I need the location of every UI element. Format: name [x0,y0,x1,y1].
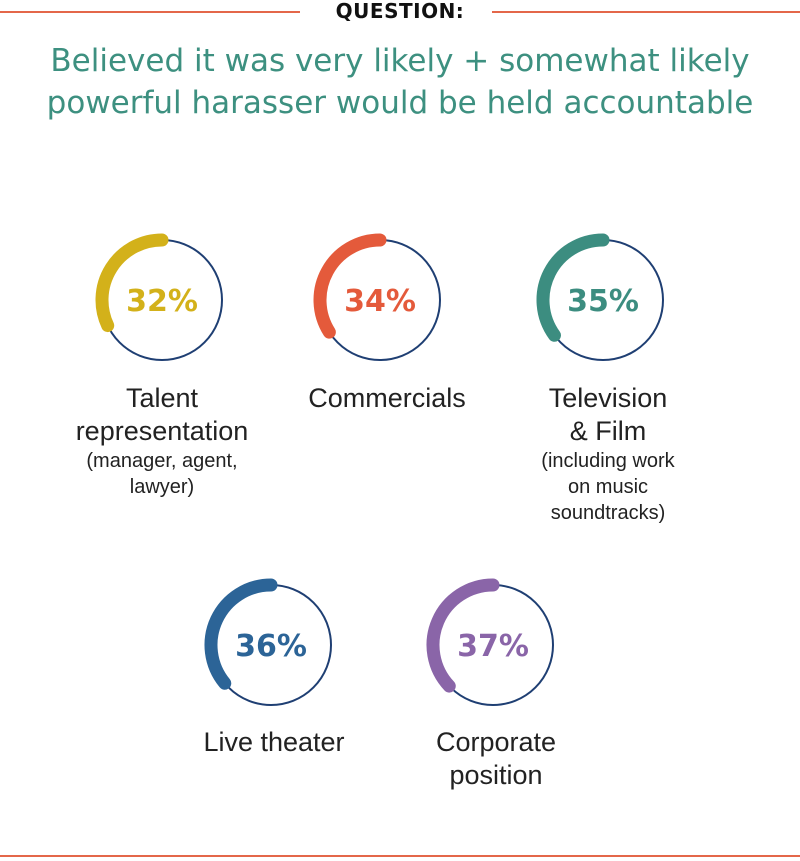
label-talent: Talent representation (manager, agent, l… [42,382,282,500]
donut-arc-theater [204,578,278,690]
sublabel-television-line-2: on music [567,476,649,498]
sublabel-television-line-3: soundtracks) [550,502,666,524]
donut-talent: 32% [95,233,223,361]
question-label: QUESTION: [335,0,465,23]
label-corporate-line-2: position [449,760,543,790]
sublabel-talent-line-2: lawyer) [129,476,195,498]
donut-value-talent: 32% [126,284,198,319]
donut-value-theater: 36% [235,629,307,664]
sublabel-talent-line-1: (manager, agent, [86,450,238,472]
donut-value-commercials: 34% [344,284,416,319]
label-commercials-line-1: Commercials [308,383,466,413]
chart-title: Believed it was very likely + somewhat l… [0,40,800,124]
donut-arc-talent [95,233,169,333]
label-talent-line-1: Talent [125,383,199,413]
donut-arc-corporate [426,578,500,693]
donut-value-television: 35% [567,284,639,319]
label-corporate: Corporate position [376,726,616,792]
label-talent-line-2: representation [75,416,249,446]
donut-television: 35% [536,233,664,361]
header-rule-left [0,11,300,13]
donut-corporate: 37% [426,578,554,706]
footer-rule [0,855,800,857]
donut-commercials: 34% [313,233,441,361]
label-television-line-2: & Film [569,416,647,446]
label-television: Television & Film (including work on mus… [488,382,728,526]
donut-arc-commercials [313,233,387,339]
label-television-line-1: Television [548,383,668,413]
title-line-1: Believed it was very likely + somewhat l… [50,43,750,79]
label-theater-line-1: Live theater [203,727,345,757]
title-line-2: powerful harasser would be held accounta… [46,85,754,121]
label-corporate-line-1: Corporate [435,727,557,757]
donut-arc-television [536,233,610,342]
header-rule-right [492,11,800,13]
label-commercials: Commercials [267,382,507,415]
sublabel-television-line-1: (including work [541,450,675,472]
label-theater: Live theater [154,726,394,759]
donut-theater: 36% [204,578,332,706]
donut-value-corporate: 37% [457,629,529,664]
